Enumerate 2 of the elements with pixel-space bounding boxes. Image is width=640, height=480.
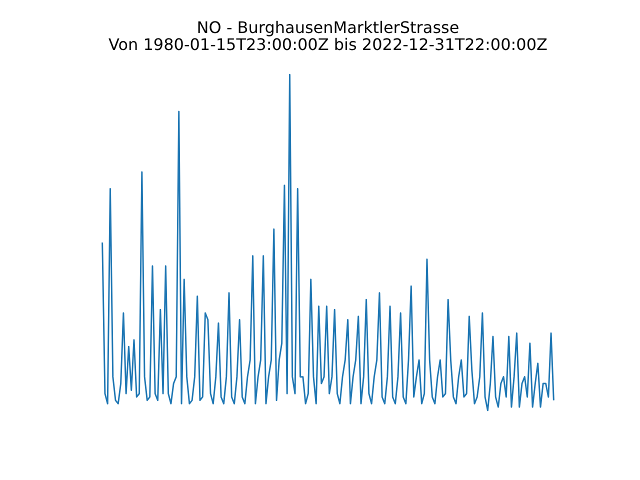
- chart-title: NO - BurghausenMarktlerStrasse: [196, 18, 460, 37]
- chart-subtitle: Von 1980-01-15T23:00:00Z bis 2022-12-31T22:00:00Z: [108, 35, 548, 54]
